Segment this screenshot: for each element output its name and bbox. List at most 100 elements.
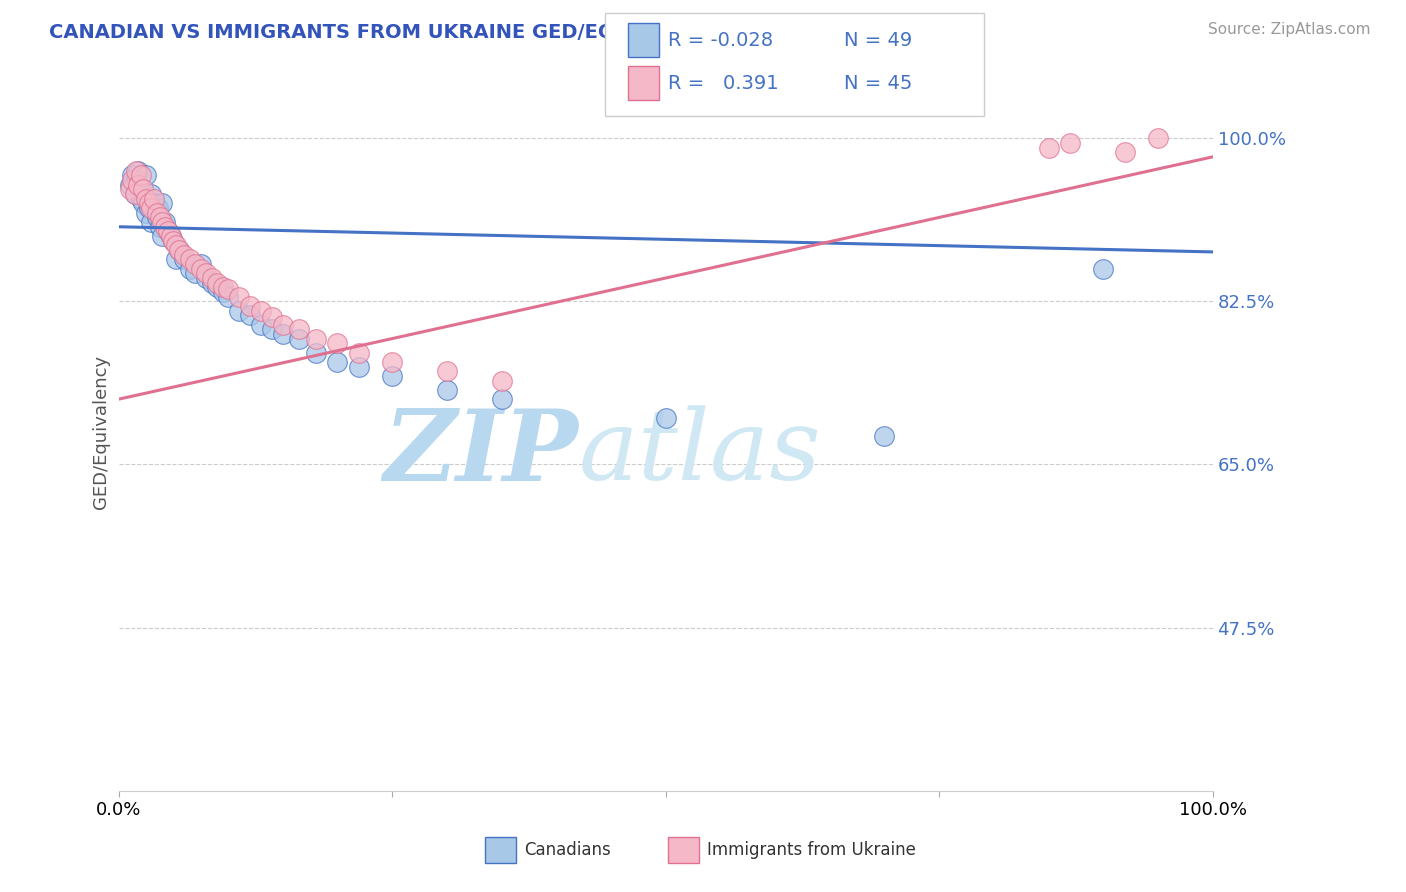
Text: R =   0.391: R = 0.391 <box>668 74 779 93</box>
Point <box>173 248 195 262</box>
Point <box>121 169 143 183</box>
Point <box>201 276 224 290</box>
Point <box>381 368 404 383</box>
Point <box>141 215 163 229</box>
Point <box>118 178 141 192</box>
Point <box>153 219 176 234</box>
Point <box>135 192 157 206</box>
Point <box>156 224 179 238</box>
Point <box>162 234 184 248</box>
Point <box>250 318 273 332</box>
Point <box>146 201 169 215</box>
Text: R = -0.028: R = -0.028 <box>668 30 773 50</box>
Point <box>190 261 212 276</box>
Point <box>142 192 165 206</box>
Point <box>127 164 149 178</box>
Point <box>124 187 146 202</box>
Point <box>127 178 149 192</box>
Point <box>217 282 239 296</box>
Point <box>491 392 513 407</box>
Text: Canadians: Canadians <box>524 841 612 859</box>
Point <box>239 299 262 313</box>
Point <box>205 276 228 290</box>
Point <box>654 410 676 425</box>
Point <box>141 187 163 202</box>
Point <box>167 243 190 257</box>
Point <box>149 219 172 234</box>
Point <box>1092 261 1115 276</box>
Point <box>135 169 157 183</box>
Point <box>125 164 148 178</box>
Point <box>436 383 458 397</box>
Point <box>326 336 349 351</box>
Point <box>1147 131 1170 145</box>
Point <box>184 266 207 280</box>
Point <box>124 187 146 202</box>
Point <box>138 196 160 211</box>
Point <box>1059 136 1081 150</box>
Point <box>141 201 163 215</box>
Point <box>260 310 283 325</box>
Point <box>142 196 165 211</box>
Point <box>146 211 169 225</box>
Point <box>121 173 143 187</box>
Point <box>152 229 174 244</box>
Point <box>129 182 152 196</box>
Y-axis label: GED/Equivalency: GED/Equivalency <box>93 355 110 508</box>
Point <box>211 285 233 299</box>
Point <box>162 234 184 248</box>
Point <box>304 332 326 346</box>
Point <box>129 192 152 206</box>
Point <box>271 318 294 332</box>
Point <box>239 308 262 322</box>
Point <box>271 326 294 341</box>
Point <box>184 257 207 271</box>
Point <box>217 290 239 304</box>
Point <box>160 229 183 244</box>
Point <box>195 271 218 285</box>
Point <box>304 345 326 359</box>
Point <box>160 229 183 244</box>
Point <box>873 429 896 443</box>
Point <box>211 280 233 294</box>
Point <box>152 215 174 229</box>
Point <box>288 332 311 346</box>
Point <box>149 211 172 225</box>
Point <box>135 206 157 220</box>
Point <box>349 345 371 359</box>
Text: CANADIAN VS IMMIGRANTS FROM UKRAINE GED/EQUIVALENCY CORRELATION CHART: CANADIAN VS IMMIGRANTS FROM UKRAINE GED/… <box>49 22 977 41</box>
Point <box>326 355 349 369</box>
Point <box>491 374 513 388</box>
Point <box>132 196 155 211</box>
Point <box>228 303 250 318</box>
Point <box>156 224 179 238</box>
Point <box>190 257 212 271</box>
Point <box>1038 140 1060 154</box>
Point <box>165 238 187 252</box>
Point <box>138 201 160 215</box>
Point <box>118 182 141 196</box>
Point <box>153 215 176 229</box>
Point <box>125 173 148 187</box>
Point <box>146 206 169 220</box>
Point <box>201 271 224 285</box>
Point <box>250 303 273 318</box>
Text: N = 49: N = 49 <box>844 30 912 50</box>
Point <box>195 266 218 280</box>
Point <box>179 252 201 267</box>
Text: ZIP: ZIP <box>384 405 578 501</box>
Text: Source: ZipAtlas.com: Source: ZipAtlas.com <box>1208 22 1371 37</box>
Point <box>129 169 152 183</box>
Point <box>132 182 155 196</box>
Point <box>167 243 190 257</box>
Text: Immigrants from Ukraine: Immigrants from Ukraine <box>707 841 917 859</box>
Point <box>173 252 195 267</box>
Point <box>260 322 283 336</box>
Text: atlas: atlas <box>578 406 821 501</box>
Point <box>205 280 228 294</box>
Text: N = 45: N = 45 <box>844 74 912 93</box>
Point <box>152 196 174 211</box>
Point <box>381 355 404 369</box>
Point <box>228 290 250 304</box>
Point <box>288 322 311 336</box>
